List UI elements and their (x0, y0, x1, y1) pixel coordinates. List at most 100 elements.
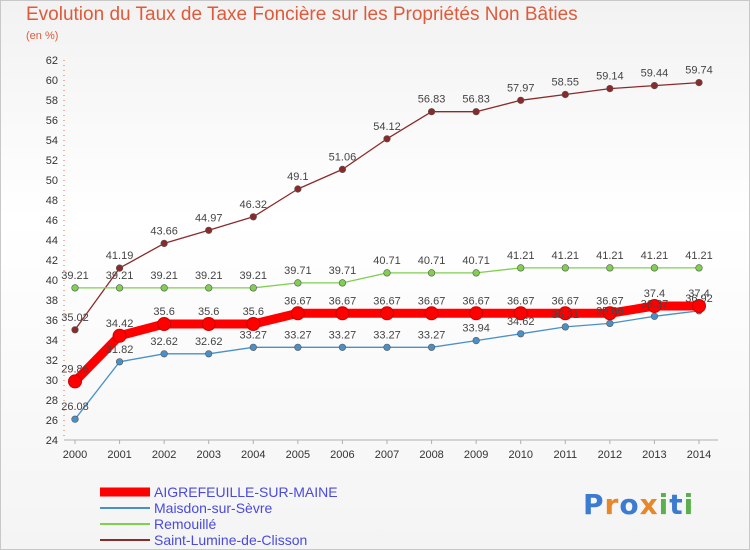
data-label: 40.71 (462, 255, 490, 267)
data-point (558, 306, 573, 321)
data-label: 40.71 (373, 255, 401, 267)
data-label: 35.6 (243, 306, 264, 318)
y-tick-label: 50 (46, 175, 58, 187)
data-point (469, 306, 484, 321)
data-label: 58.55 (552, 77, 580, 89)
data-label: 56.83 (418, 94, 446, 106)
data-label: 26.08 (61, 401, 89, 413)
data-label: 31.82 (106, 344, 134, 356)
legend-entry: Maisdon-sur-Sèvre (154, 500, 272, 516)
series-layer (68, 78, 706, 423)
data-label: 36.67 (418, 295, 446, 307)
data-point (294, 185, 302, 193)
x-tick-label: 2000 (63, 449, 87, 461)
data-label: 33.27 (418, 329, 446, 341)
data-label: 35.66 (596, 305, 624, 317)
data-point (71, 415, 79, 423)
data-label: 36.37 (641, 298, 669, 310)
data-point (517, 264, 525, 272)
data-label: 41.21 (596, 250, 624, 262)
data-point (561, 323, 569, 331)
data-point (335, 306, 350, 321)
data-label: 39.21 (150, 270, 178, 282)
data-point (383, 269, 391, 277)
series-line (74, 81, 700, 331)
data-point (606, 319, 614, 328)
data-label: 59.44 (641, 68, 669, 80)
data-point (561, 264, 569, 272)
data-label: 33.94 (462, 323, 490, 335)
chart-subtitle: (en %) (26, 30, 59, 42)
data-label: 32.62 (195, 336, 223, 348)
data-label: 33.27 (329, 329, 357, 341)
data-label: 56.83 (462, 94, 490, 106)
data-label: 37.4 (688, 288, 709, 300)
data-label: 39.21 (240, 270, 268, 282)
data-point (427, 269, 436, 277)
data-label: 36.67 (373, 295, 401, 307)
x-tick-label: 2005 (286, 449, 310, 461)
data-point (201, 317, 216, 331)
data-label: 36.92 (685, 293, 713, 305)
data-label: 44.97 (195, 212, 223, 224)
y-tick-label: 36 (46, 315, 58, 327)
data-label: 41.21 (552, 250, 580, 262)
x-tick-label: 2009 (464, 449, 488, 461)
data-point (647, 299, 662, 313)
chart-title: Evolution du Taux de Taxe Foncière sur l… (26, 4, 578, 25)
data-point (294, 343, 302, 351)
data-label: 35.31 (552, 309, 580, 321)
data-label: 43.66 (150, 225, 178, 237)
legend-entry: AIGREFEUILLE-SUR-MAINE (154, 484, 338, 500)
data-point (650, 312, 659, 320)
data-point (472, 269, 480, 277)
data-label: 36.67 (552, 295, 580, 307)
data-label: 36.67 (329, 295, 357, 307)
data-label: 54.12 (373, 121, 401, 133)
x-tick-label: 2011 (553, 449, 577, 461)
data-point (695, 78, 703, 87)
data-point (695, 264, 703, 272)
data-point (160, 239, 168, 247)
data-label: 29.86 (61, 363, 89, 375)
data-point (157, 317, 172, 331)
legend-entry: Saint-Lumine-de-Clisson (154, 532, 307, 548)
y-tick-label: 54 (46, 135, 58, 147)
y-tick-label: 56 (46, 115, 58, 127)
data-point (383, 343, 391, 351)
data-label: 36.67 (284, 295, 312, 307)
data-label: 33.27 (284, 329, 312, 341)
data-label: 35.6 (153, 306, 174, 318)
data-point (380, 306, 394, 321)
data-label: 34.42 (106, 318, 134, 330)
data-point (650, 81, 659, 90)
data-point (205, 350, 213, 358)
data-point (290, 306, 305, 321)
y-tick-label: 52 (46, 155, 58, 167)
legend: AIGREFEUILLE-SUR-MAINEMaisdon-sur-SèvreR… (100, 484, 338, 548)
data-point (294, 279, 302, 287)
y-tick-label: 46 (46, 215, 58, 227)
x-tick-label: 2008 (419, 449, 443, 461)
data-point (160, 350, 168, 358)
data-point (249, 343, 257, 351)
y-tick-label: 30 (46, 375, 58, 387)
data-point (205, 284, 213, 292)
data-point (115, 264, 124, 272)
proxiti-logo: Proxiti (583, 488, 695, 521)
data-label: 39.71 (329, 265, 357, 277)
y-tick-label: 62 (46, 55, 58, 67)
data-point (115, 284, 124, 292)
data-point (606, 84, 614, 93)
data-label: 51.06 (329, 151, 357, 163)
x-tick-label: 2014 (687, 449, 711, 461)
data-label: 36.67 (596, 295, 624, 307)
data-point (249, 213, 257, 221)
y-tick-label: 38 (46, 295, 58, 307)
data-point (561, 90, 569, 99)
x-tick-label: 2012 (598, 449, 622, 461)
data-point (472, 108, 480, 116)
data-point (338, 165, 347, 173)
data-point (602, 306, 617, 321)
